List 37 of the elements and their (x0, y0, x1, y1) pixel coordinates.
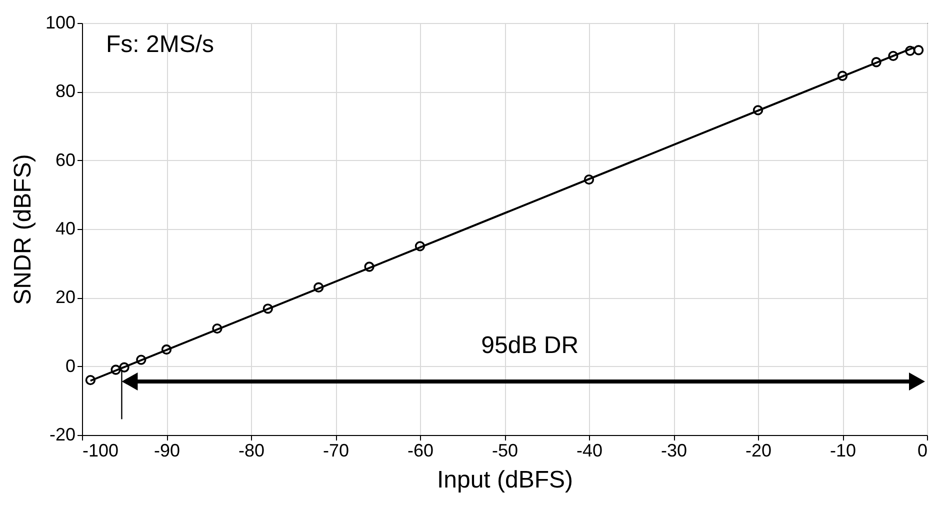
y-tick-label: 0 (65, 356, 76, 376)
point (136, 354, 146, 365)
x-tick-label: -60 (407, 440, 434, 460)
x-tick-label: -30 (660, 440, 688, 460)
point (212, 323, 222, 334)
point (837, 70, 848, 81)
y-tick-label: 40 (55, 218, 76, 238)
y-tick-label: -20 (49, 424, 76, 444)
annotation: Fs: 2MS/s (106, 31, 214, 58)
y-tick-label: 20 (55, 287, 76, 308)
point (752, 105, 764, 116)
y-tick-label: 60 (55, 150, 76, 170)
x-tick-label: -90 (154, 440, 180, 460)
x-tick-label: 0 (917, 440, 928, 460)
point (314, 282, 324, 292)
point (871, 57, 882, 68)
point (85, 374, 96, 386)
point (364, 262, 374, 272)
x-tick-label: -10 (830, 440, 856, 460)
y-tick-label: 80 (55, 81, 76, 102)
point (584, 174, 594, 185)
point (119, 362, 130, 372)
point (888, 50, 898, 62)
x-axis-title: Input (dBFS) (436, 466, 574, 494)
point (161, 344, 172, 355)
point (913, 45, 924, 56)
point (262, 304, 273, 314)
y-tick-label: 100 (45, 12, 76, 32)
x-tick-label: -70 (322, 440, 350, 460)
x-tick-label: -40 (576, 440, 603, 460)
x-tick-label: -80 (238, 440, 265, 460)
y-axis-title: SNDR (dBFS) (9, 154, 36, 305)
x-tick-label: -100 (82, 440, 119, 460)
point (414, 241, 426, 252)
annotation: 95dB DR (481, 332, 579, 360)
x-tick-label: -20 (745, 440, 772, 460)
x-tick-label: -50 (492, 440, 518, 460)
